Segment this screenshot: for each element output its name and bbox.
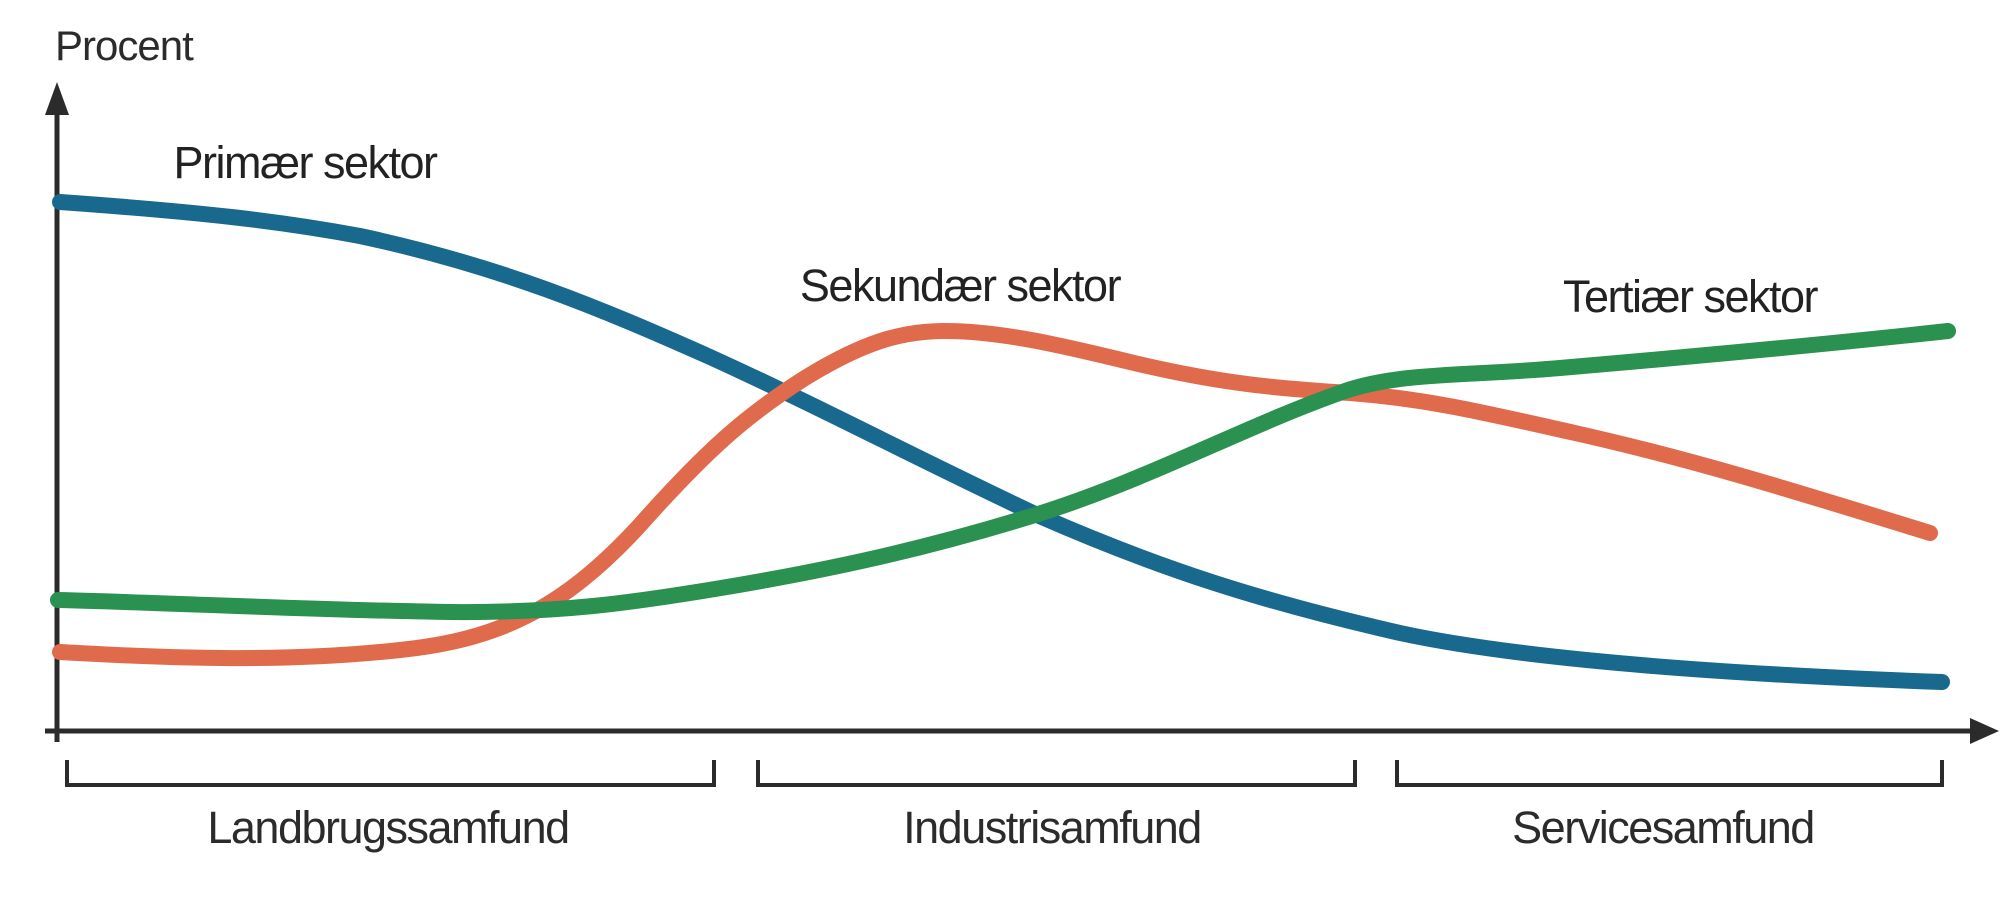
tertiary-sector-curve xyxy=(50,323,1956,621)
primary-sector-curve xyxy=(52,194,1950,690)
phase-bracket-industrial xyxy=(756,760,1357,787)
y-axis-arrow-icon xyxy=(45,82,69,115)
phase-bracket-agrarian xyxy=(65,760,716,787)
phase-label-industrial: Industrisamfund xyxy=(903,802,1201,853)
phase-label-agrarian: Landbrugssamfund xyxy=(207,802,568,853)
primary-sector-label: Primær sektor xyxy=(173,137,438,188)
phase-bracket-service xyxy=(1395,760,1944,787)
secondary-sector-curve xyxy=(52,322,1938,667)
tertiary-sector-label: Tertiær sektor xyxy=(1563,271,1819,322)
phase-label-service: Servicesamfund xyxy=(1512,802,1814,853)
y-axis-label: Procent xyxy=(55,22,194,69)
x-axis-arrow-icon xyxy=(1970,718,1999,744)
secondary-sector-label: Sekundær sektor xyxy=(800,260,1122,311)
